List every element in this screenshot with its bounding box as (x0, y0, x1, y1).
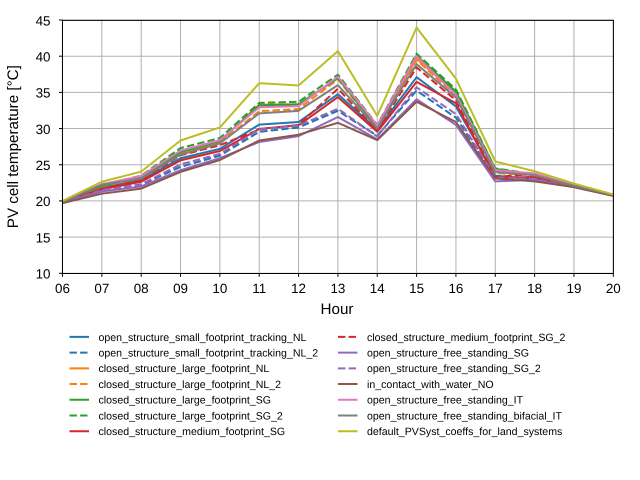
svg-text:open_structure_small_footprint: open_structure_small_footprint_tracking_… (99, 348, 319, 360)
svg-text:15: 15 (36, 230, 51, 245)
svg-text:10: 10 (212, 281, 227, 296)
svg-text:18: 18 (527, 281, 542, 296)
svg-text:19: 19 (567, 281, 582, 296)
svg-text:35: 35 (36, 86, 51, 101)
svg-text:16: 16 (448, 281, 463, 296)
svg-text:open_structure_free_standing_S: open_structure_free_standing_SG (367, 348, 529, 360)
svg-text:closed_structure_large_footpri: closed_structure_large_footprint_NL_2 (99, 379, 282, 391)
svg-text:09: 09 (173, 281, 188, 296)
svg-text:12: 12 (291, 281, 306, 296)
svg-text:07: 07 (94, 281, 109, 296)
svg-text:default_PVSyst_coeffs_for_land: default_PVSyst_coeffs_for_land_systems (367, 426, 562, 438)
svg-text:11: 11 (252, 281, 266, 296)
svg-text:Hour: Hour (321, 301, 354, 318)
svg-text:in_contact_with_water_NO: in_contact_with_water_NO (367, 379, 494, 391)
svg-text:closed_structure_large_footpri: closed_structure_large_footprint_SG_2 (99, 410, 283, 422)
svg-text:40: 40 (36, 49, 51, 64)
svg-text:closed_structure_medium_footpr: closed_structure_medium_footprint_SG (99, 426, 286, 438)
svg-text:13: 13 (330, 281, 345, 296)
svg-text:08: 08 (134, 281, 149, 296)
svg-text:10: 10 (36, 267, 51, 282)
svg-text:30: 30 (36, 122, 51, 137)
svg-text:15: 15 (409, 281, 424, 296)
svg-text:20: 20 (606, 281, 621, 296)
svg-text:open_structure_free_standing_S: open_structure_free_standing_SG_2 (367, 363, 541, 375)
svg-text:PV cell temperature [°C]: PV cell temperature [°C] (5, 65, 22, 228)
svg-text:closed_structure_large_footpri: closed_structure_large_footprint_SG (99, 395, 272, 407)
svg-text:06: 06 (55, 281, 70, 296)
svg-text:14: 14 (370, 281, 385, 296)
svg-text:17: 17 (488, 281, 503, 296)
svg-text:20: 20 (36, 194, 51, 209)
svg-text:open_structure_free_standing_b: open_structure_free_standing_bifacial_IT (367, 410, 562, 422)
svg-text:closed_structure_medium_footpr: closed_structure_medium_footprint_SG_2 (367, 332, 566, 344)
svg-text:closed_structure_large_footpri: closed_structure_large_footprint_NL (99, 363, 270, 375)
svg-text:45: 45 (36, 13, 51, 28)
svg-text:25: 25 (36, 158, 51, 173)
svg-text:open_structure_free_standing_I: open_structure_free_standing_IT (367, 395, 524, 407)
svg-text:open_structure_small_footprint: open_structure_small_footprint_tracking_… (99, 332, 307, 344)
